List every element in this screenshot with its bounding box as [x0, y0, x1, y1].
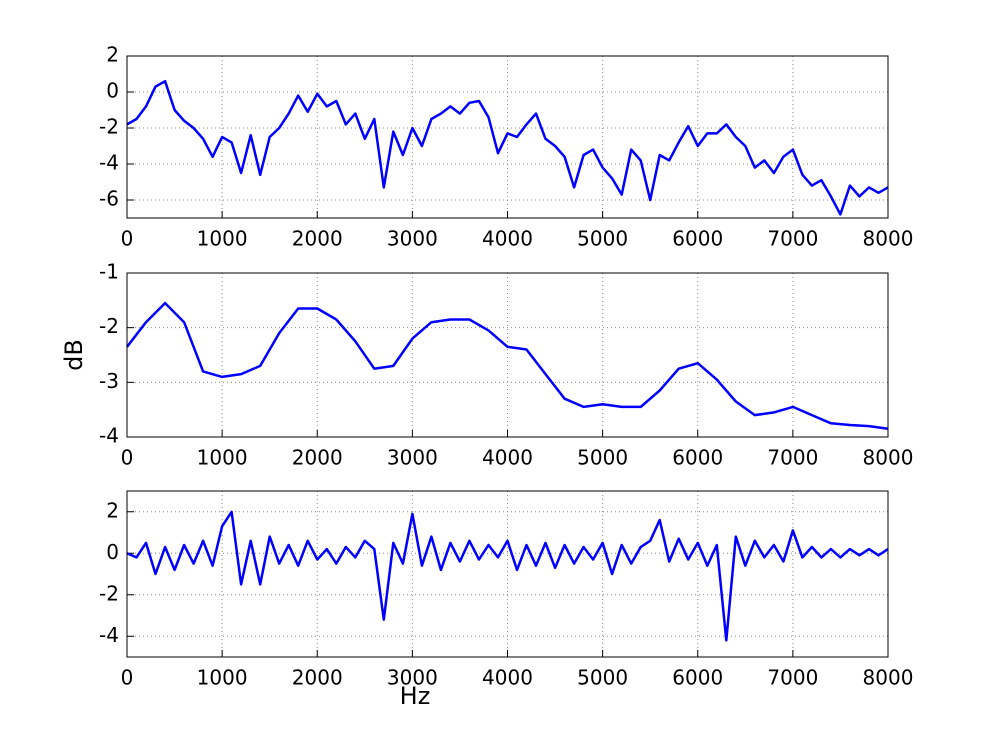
y-tick-label: 0	[106, 79, 119, 103]
x-tick-label: 4000	[482, 227, 533, 251]
axes-box	[126, 55, 889, 219]
x-tick-label: 6000	[672, 666, 723, 690]
subplot: 0 1000 2000 3000 4000 5000 6000 7000 8000 -4 -3 -2 -…	[60, 260, 913, 470]
subplot: 0 1000 2000 3000 4000 5000 6000 7000 8000 -6 -4 -2 0…	[99, 43, 913, 251]
x-tick-label: 5000	[577, 666, 628, 690]
x-tick-label: 2000	[292, 666, 343, 690]
y-tick-label: -2	[99, 581, 119, 605]
y-tick-label: -3	[99, 369, 119, 393]
axes-box	[126, 490, 889, 658]
x-tick-label: 7000	[767, 666, 818, 690]
x-tick-label: 0	[121, 666, 134, 690]
plot-area	[127, 491, 888, 657]
x-tick-label: 7000	[767, 446, 818, 470]
x-tick-label: 4000	[482, 666, 533, 690]
data-line	[126, 301, 889, 431]
y-tick-label: 0	[106, 540, 119, 564]
y-axis-label: dB	[60, 339, 88, 371]
subplot: 0 1000 2000 3000 4000 5000 6000 7000 8000 -4 -2 0 2 H…	[99, 490, 914, 710]
axes-box	[126, 272, 889, 438]
y-tick-label: -4	[99, 623, 119, 647]
y-tick-label: -1	[99, 260, 119, 284]
x-tick-label: 7000	[767, 227, 818, 251]
data-line	[126, 510, 889, 642]
x-tick-label: 6000	[672, 227, 723, 251]
y-tick-label: -2	[99, 115, 119, 139]
x-tick-label: 3000	[387, 446, 438, 470]
x-tick-label: 8000	[863, 666, 914, 690]
x-tick-label: 3000	[387, 227, 438, 251]
x-tick-label: 1000	[197, 446, 248, 470]
y-tick-label: 2	[106, 43, 119, 67]
y-tick-label: 2	[106, 498, 119, 522]
x-tick-label: 5000	[577, 446, 628, 470]
x-tick-label: 6000	[672, 446, 723, 470]
y-tick-label: -2	[99, 314, 119, 338]
y-tick-label: -6	[99, 187, 119, 211]
x-tick-label: 2000	[292, 446, 343, 470]
x-tick-label: 3000	[387, 666, 438, 690]
x-tick-label: 1000	[197, 227, 248, 251]
y-tick-label: -4	[99, 424, 119, 448]
x-tick-label: 2000	[292, 227, 343, 251]
x-tick-label: 0	[121, 227, 134, 251]
x-tick-label: 5000	[577, 227, 628, 251]
x-tick-label: 0	[121, 446, 134, 470]
x-tick-label: 8000	[863, 227, 914, 251]
x-tick-label: 4000	[482, 446, 533, 470]
x-axis-label: Hz	[400, 682, 431, 710]
data-line	[126, 79, 889, 216]
y-tick-label: -4	[99, 151, 119, 175]
x-tick-label: 1000	[197, 666, 248, 690]
x-tick-label: 8000	[863, 446, 914, 470]
